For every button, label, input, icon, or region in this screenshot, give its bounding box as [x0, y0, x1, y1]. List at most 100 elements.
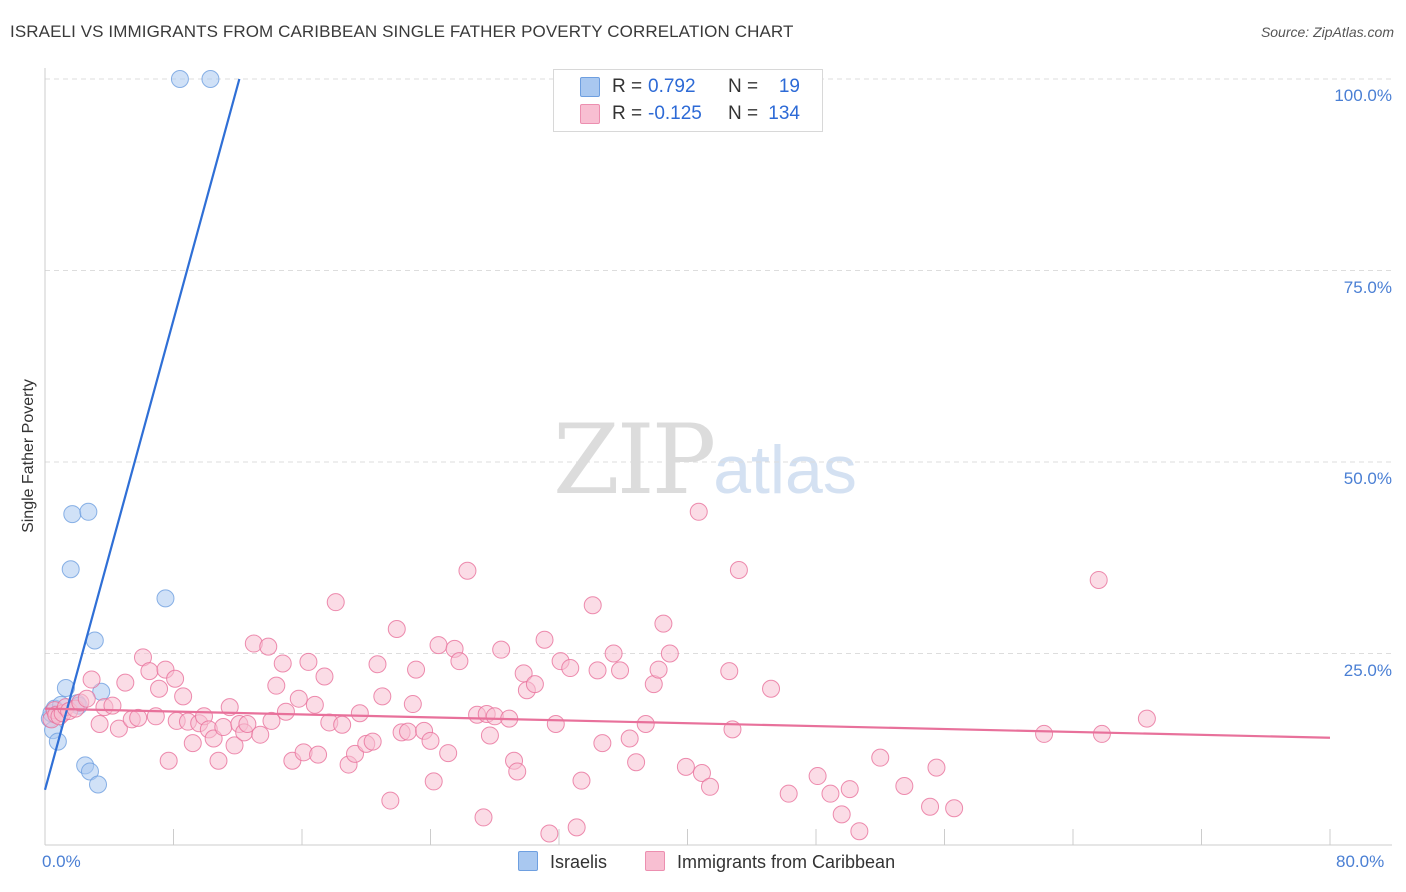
israelis-trend-line: [43, 78, 241, 791]
caribbean-point: [840, 780, 859, 799]
stats-row-caribbean: R = -0.125 N = 134: [554, 101, 822, 127]
israelis-point: [201, 70, 220, 88]
caribbean-point: [720, 662, 739, 681]
caribbean-point: [109, 719, 128, 738]
caribbean-point: [381, 791, 400, 810]
caribbean-point: [1137, 709, 1156, 728]
caribbean-point: [620, 729, 639, 748]
caribbean-point: [225, 736, 244, 755]
caribbean-point: [492, 640, 511, 659]
caribbean-swatch: [580, 104, 600, 124]
caribbean-point: [593, 734, 612, 753]
caribbean-point: [299, 652, 318, 671]
stats-row-israelis: R = 0.792 N = 19: [554, 74, 822, 100]
caribbean-point: [450, 652, 469, 671]
caribbean-point: [1089, 570, 1108, 589]
legend-swatch-israelis: [518, 851, 538, 871]
y-tick-label: 25.0%: [1343, 660, 1392, 680]
y-tick-label: 50.0%: [1343, 469, 1392, 488]
y-axis-label: Single Father Poverty: [20, 379, 37, 533]
israelis-swatch: [580, 77, 600, 97]
x-tick-label-max: 80.0%: [1336, 852, 1385, 871]
caribbean-point: [850, 822, 869, 841]
caribbean-point: [251, 725, 270, 744]
caribbean-point: [150, 679, 169, 698]
caribbean-point: [214, 718, 233, 737]
caribbean-point: [429, 636, 448, 655]
n-label: N =: [728, 76, 759, 97]
caribbean-point: [572, 771, 591, 790]
caribbean-trend-line: [44, 707, 1331, 739]
caribbean-point: [424, 772, 443, 791]
caribbean-point: [546, 714, 565, 733]
legend-item-israelis[interactable]: Israelis: [518, 851, 607, 873]
israelis-point: [170, 70, 189, 88]
israelis-point: [79, 502, 98, 521]
caribbean-point: [535, 630, 554, 649]
y-tick-label: 75.0%: [1343, 277, 1392, 297]
caribbean-point: [399, 722, 418, 741]
caribbean-point: [927, 758, 946, 777]
caribbean-point: [561, 659, 580, 678]
caribbean-point: [921, 797, 940, 816]
caribbean-point: [174, 687, 193, 706]
n-label: N =: [728, 103, 759, 124]
caribbean-point: [588, 661, 607, 680]
caribbean-point: [832, 805, 851, 824]
caribbean-point: [604, 644, 623, 663]
caribbean-point: [403, 695, 422, 714]
caribbean-point: [129, 708, 148, 727]
caribbean-point: [183, 734, 202, 753]
source-credit: Source: ZipAtlas.com: [1260, 24, 1394, 40]
caribbean-point: [627, 753, 646, 772]
caribbean-point: [77, 689, 96, 708]
caribbean-point: [350, 704, 369, 723]
caribbean-point: [309, 745, 328, 764]
caribbean-point: [762, 679, 781, 698]
caribbean-point: [407, 660, 426, 679]
caribbean-point: [871, 748, 890, 767]
caribbean-point: [209, 751, 228, 770]
caribbean-point: [238, 714, 257, 733]
caribbean-point: [1035, 724, 1054, 743]
caribbean-point: [82, 670, 101, 689]
n-value: 134: [768, 103, 800, 124]
caribbean-point: [368, 655, 387, 674]
caribbean-point: [259, 637, 278, 656]
caribbean-point: [779, 784, 798, 803]
caribbean-point: [689, 502, 708, 521]
caribbean-point: [895, 777, 914, 796]
r-label: R =: [612, 103, 643, 124]
caribbean-point: [363, 732, 382, 751]
caribbean-point: [729, 561, 748, 580]
caribbean-point: [611, 661, 630, 680]
n-value: 19: [778, 76, 800, 97]
caribbean-point: [333, 715, 352, 734]
caribbean-point: [273, 654, 292, 673]
caribbean-point: [808, 767, 827, 786]
caribbean-point: [439, 744, 458, 763]
caribbean-point: [159, 751, 178, 770]
caribbean-point: [103, 696, 122, 715]
watermark: ZIPatlas: [553, 404, 857, 516]
stats-box: R = 0.792 N = 19 R = -0.125 N = 134: [553, 69, 823, 132]
israelis-point: [56, 678, 75, 697]
chart-legend: Israelis Immigrants from Caribbean: [0, 851, 1406, 877]
caribbean-point: [326, 593, 345, 612]
caribbean-point: [508, 762, 527, 781]
caribbean-point: [204, 729, 223, 748]
caribbean-point: [540, 824, 559, 843]
caribbean-point: [945, 799, 964, 818]
caribbean-point: [276, 702, 295, 721]
caribbean-point: [387, 619, 406, 638]
caribbean-point: [480, 726, 499, 745]
caribbean-point: [660, 644, 679, 663]
caribbean-point: [305, 695, 324, 714]
legend-item-caribbean[interactable]: Immigrants from Caribbean: [645, 851, 895, 873]
caribbean-point: [700, 777, 719, 796]
caribbean-point: [116, 673, 135, 692]
caribbean-point: [458, 561, 477, 580]
caribbean-point: [315, 667, 334, 686]
israelis-point: [85, 631, 104, 650]
